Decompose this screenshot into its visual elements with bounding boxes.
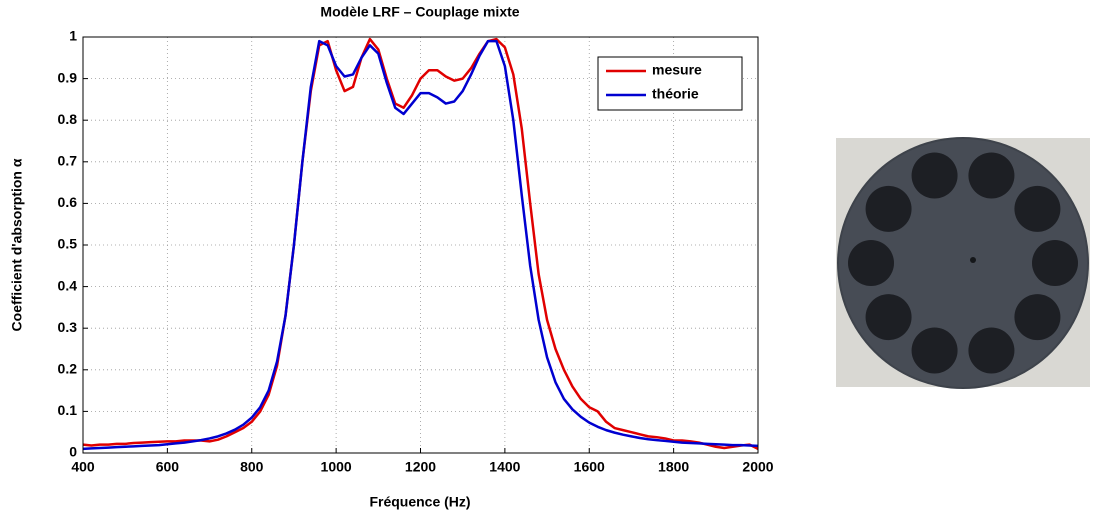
x-tick-label: 1800: [658, 459, 689, 475]
y-tick-label: 1: [69, 28, 77, 44]
hole: [1032, 240, 1078, 286]
legend-label: mesure: [652, 62, 702, 78]
data-line: [82, 39, 759, 451]
x-tick-label: 800: [240, 459, 264, 475]
y-axis-label: Coefficient d'absorption α: [9, 158, 25, 331]
legend-label: théorie: [652, 86, 699, 102]
y-tick-label: 0.6: [58, 194, 78, 210]
x-tick-label: 2000: [742, 459, 773, 475]
y-tick-label: 0.7: [58, 153, 78, 169]
x-tick-label: 1200: [405, 459, 436, 475]
y-tick-label: 0: [69, 444, 77, 460]
hole: [968, 327, 1015, 374]
hole: [911, 152, 958, 199]
hole: [848, 240, 894, 286]
x-tick-label: 400: [71, 459, 95, 475]
hole: [968, 152, 1015, 199]
hole: [1014, 294, 1061, 341]
hole: [1014, 185, 1061, 232]
x-axis-label: Fréquence (Hz): [369, 494, 470, 510]
chart-title: Modèle LRF – Couplage mixte: [320, 4, 519, 20]
hole: [911, 327, 958, 374]
x-tick-label: 600: [156, 459, 180, 475]
legend: [597, 56, 743, 111]
y-tick-label: 0.8: [58, 111, 78, 127]
y-tick-label: 0.1: [58, 402, 78, 418]
y-tick-label: 0.5: [58, 236, 78, 252]
hole: [865, 294, 912, 341]
y-tick-label: 0.4: [58, 277, 78, 293]
x-tick-label: 1000: [321, 459, 352, 475]
y-tick-label: 0.9: [58, 69, 78, 85]
y-tick-label: 0.2: [58, 361, 78, 377]
y-tick-label: 0.3: [58, 319, 78, 335]
photo: [836, 137, 1090, 389]
x-tick-label: 1400: [489, 459, 520, 475]
x-tick-label: 1600: [574, 459, 605, 475]
plot-frame: [82, 36, 759, 454]
hole: [865, 185, 912, 232]
